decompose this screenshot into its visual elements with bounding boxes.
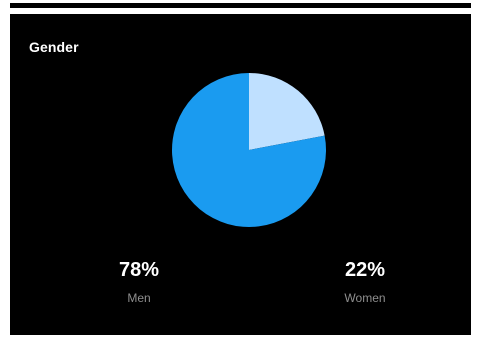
- gender-card: Gender 78% Men 22% Women: [10, 14, 471, 335]
- pie-slice-men: [172, 73, 327, 227]
- men-stat: 78% Men: [79, 258, 199, 306]
- women-label: Women: [344, 291, 386, 305]
- women-percentage: 22%: [344, 259, 386, 281]
- card-title: Gender: [29, 39, 79, 55]
- top-divider: [10, 3, 471, 8]
- pie-slices: [172, 73, 327, 227]
- gender-pie-chart: [172, 73, 327, 227]
- women-stat: 22% Women: [305, 258, 425, 306]
- pie-slice-women: [249, 73, 325, 150]
- men-label: Men: [127, 291, 151, 305]
- men-percentage: 78%: [118, 259, 160, 281]
